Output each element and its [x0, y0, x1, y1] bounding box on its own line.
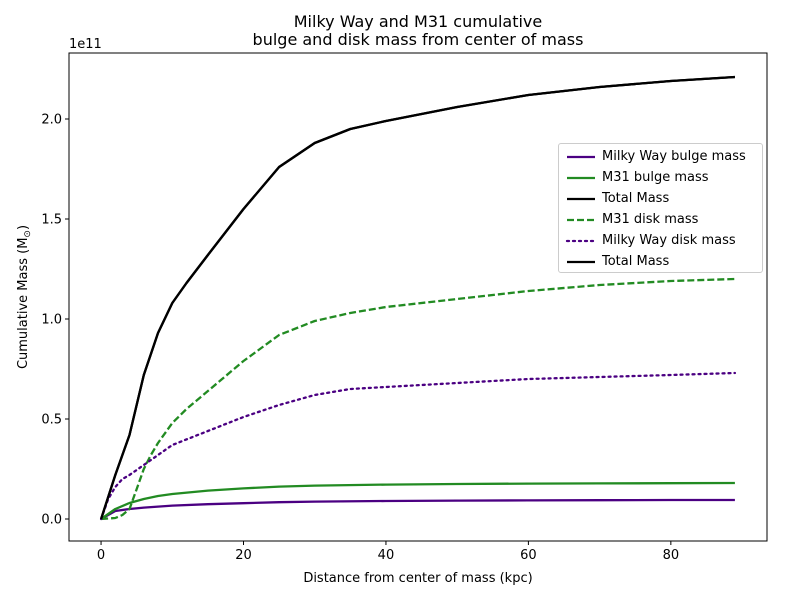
series-line-0: [100, 498, 735, 521]
y-axis-label-sun-symbol: ⊙: [23, 230, 33, 238]
legend-swatch: [565, 239, 597, 243]
x-axis-label: Distance from center of mass (kpc): [303, 571, 532, 586]
y-axis-label: Cumulative Mass (M⊙): [16, 225, 33, 369]
series-line-4: [99, 371, 737, 521]
chart-title-line-1: Milky Way and M31 cumulative: [293, 12, 543, 31]
x-tick-label: 80: [663, 548, 680, 563]
legend-item: Total Mass: [559, 189, 762, 209]
legend-label: M31 disk mass: [602, 212, 699, 227]
series-line-3: [101, 277, 735, 521]
legend-item: Total Mass: [559, 252, 762, 272]
x-tick-label: 40: [378, 548, 395, 563]
y-tick-label: 0.0: [41, 513, 62, 528]
y-axis-label-close: ): [16, 225, 31, 230]
y-tick-label: 1.5: [41, 213, 62, 228]
legend-swatch: [567, 176, 595, 180]
legend-swatch: [567, 155, 595, 159]
legend-label: Total Mass: [602, 254, 670, 269]
y-tick-label: 0.5: [41, 413, 62, 428]
y-axis-label-text: Cumulative Mass (M: [16, 238, 31, 369]
legend-swatch: [567, 218, 595, 222]
plot-frame: [68, 52, 768, 542]
series-line-5: [100, 75, 735, 520]
legend-swatch: [567, 260, 595, 264]
legend: Milky Way bulge mass M31 bulge mass Total …: [558, 143, 763, 273]
y-tick-label: 1.0: [41, 313, 62, 328]
legend-label: Milky Way bulge mass: [602, 149, 746, 164]
y-tick-label: 2.0: [41, 113, 62, 128]
y-offset-text: 1e11: [69, 37, 102, 52]
series-line-1: [100, 481, 735, 520]
legend-label: Total Mass: [602, 191, 670, 206]
legend-item: Milky Way bulge mass: [559, 147, 762, 167]
plot-marks: [99, 75, 737, 521]
chart-title-line-2: bulge and disk mass from center of mass: [252, 30, 584, 49]
legend-item: M31 bulge mass: [559, 168, 762, 188]
legend-label: Milky Way disk mass: [602, 233, 736, 248]
x-axis-ticks: 0 20 40 60 80: [97, 541, 679, 563]
legend-label: M31 bulge mass: [602, 170, 709, 185]
x-tick-label: 60: [520, 548, 537, 563]
x-tick-label: 0: [97, 548, 105, 563]
legend-swatch: [567, 197, 595, 201]
legend-item: M31 disk mass: [559, 210, 762, 230]
y-axis-ticks: 0.0 0.5 1.0 1.5 2.0: [41, 113, 69, 528]
x-tick-label: 20: [235, 548, 252, 563]
legend-item: Milky Way disk mass: [559, 231, 762, 251]
